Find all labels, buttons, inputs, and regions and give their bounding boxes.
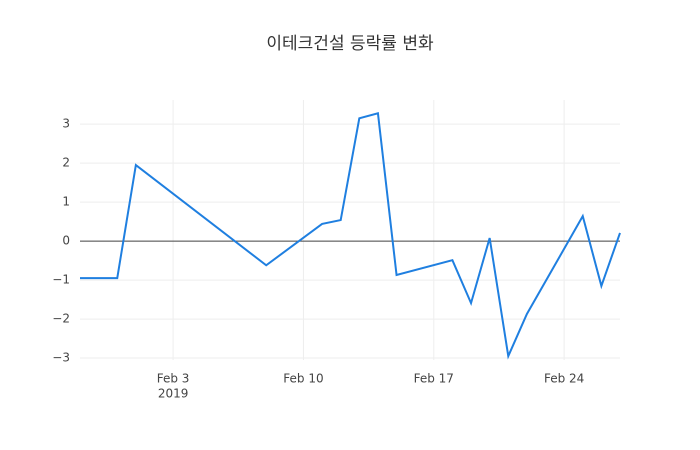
y-tick-label: −2 [52,312,70,326]
x-tick-label: Feb 24 [544,372,584,386]
x-tick-label: Feb 3 [157,372,190,386]
y-tick-label: −1 [52,273,70,287]
y-tick-label: 2 [62,156,70,170]
x-tick-sublabel: 2019 [158,387,189,401]
y-tick-label: 1 [62,195,70,209]
y-tick-label: 0 [62,234,70,248]
y-tick-label: −3 [52,351,70,365]
y-tick-label: 3 [62,117,70,131]
chart-title: 이테크건설 등락률 변화 [266,34,434,54]
line [80,111,621,360]
x-tick-label: Feb 10 [283,372,323,386]
x-tick-label: Feb 17 [414,372,454,386]
